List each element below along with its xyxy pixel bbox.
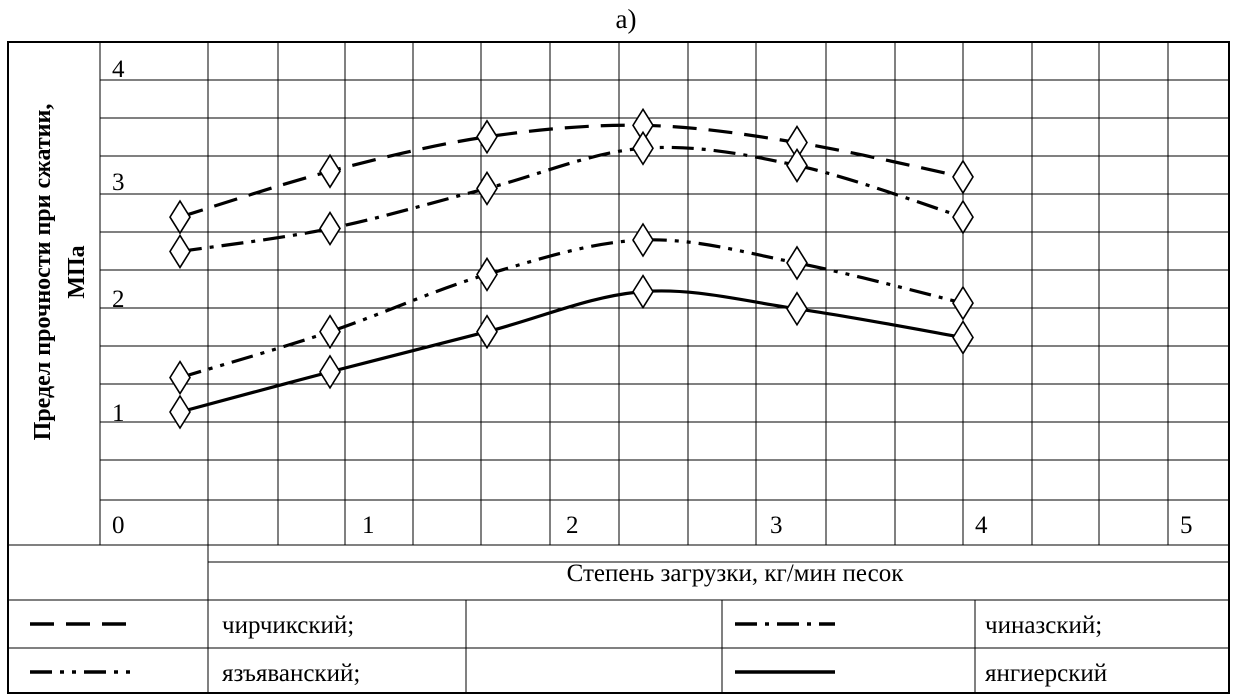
series-marker	[476, 314, 498, 350]
series-marker	[476, 170, 498, 206]
series-marker	[319, 314, 341, 350]
series-marker	[952, 319, 974, 355]
series-marker	[169, 394, 191, 430]
grid-lines	[99, 42, 1229, 545]
x-axis-label: Степень загрузки, кг/мин песок	[567, 560, 905, 587]
y-tick-label: 2	[112, 286, 125, 313]
table-frame	[7, 41, 1230, 694]
series-line	[179, 145, 964, 254]
series-line	[179, 123, 964, 219]
series-marker	[952, 159, 974, 195]
chart-title: а)	[616, 4, 637, 34]
series-marker	[169, 360, 191, 396]
y-tick-label: 1	[112, 400, 125, 427]
series-line	[179, 289, 964, 414]
series-marker	[952, 285, 974, 321]
series-marker	[169, 199, 191, 235]
table-lines	[7, 41, 1230, 694]
series-marker	[319, 354, 341, 390]
y-tick-label: 3	[112, 169, 125, 196]
series-line	[179, 238, 964, 380]
legend-label: язъяванский;	[222, 660, 360, 687]
series-marker	[632, 274, 654, 310]
series-marker	[786, 245, 808, 281]
series-marker	[786, 291, 808, 327]
x-tick-label: 2	[566, 512, 579, 539]
y-axis-label-line2: МПа	[64, 245, 90, 298]
legend-label: чиназский;	[985, 612, 1102, 639]
series-marker	[169, 233, 191, 269]
series-marker	[952, 199, 974, 235]
series-marker	[786, 147, 808, 183]
legend-label: чирчикский;	[222, 612, 354, 639]
x-tick-label: 5	[1180, 512, 1193, 539]
x-tick-label: 4	[975, 512, 988, 539]
x-tick-label: 1	[362, 512, 375, 539]
series-marker	[632, 130, 654, 166]
y-axis-label-line1: Предел прочности при сжатии,	[30, 104, 56, 441]
series-marker	[319, 211, 341, 247]
series-marker	[476, 256, 498, 292]
y-tick-label: 4	[112, 56, 125, 83]
series-marker	[632, 222, 654, 258]
legend-label: янгиерский	[985, 660, 1107, 687]
series-marker	[319, 153, 341, 189]
series-marker	[476, 119, 498, 155]
x-tick-label: 0	[112, 512, 125, 539]
x-tick-label: 3	[770, 512, 783, 539]
